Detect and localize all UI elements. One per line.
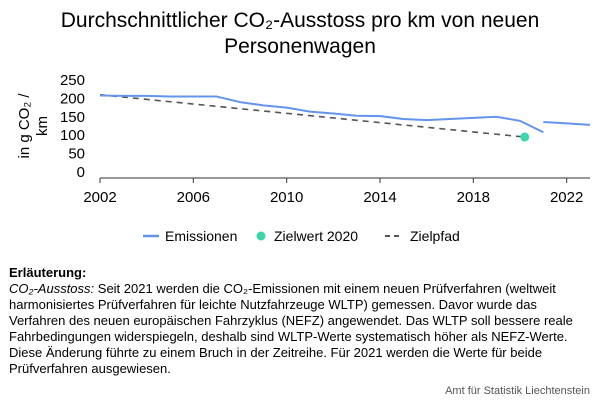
source-credit: Amt für Statistik Liechtenstein: [445, 385, 590, 397]
chart-title: Durchschnittlicher CO₂-Ausstoss pro km v…: [0, 8, 600, 60]
series-zielpfad-line: [99, 93, 525, 138]
y-axis-label-line-1: in g CO₂ /: [16, 93, 33, 159]
legend-zielpfad-label[interactable]: Zielpfad: [410, 228, 460, 244]
note-heading: Erläuterung:: [9, 265, 87, 280]
zielwert-2020-point[interactable]: [520, 132, 530, 142]
note-body: CO₂-Ausstoss: Seit 2021 werden die CO₂-E…: [9, 281, 594, 377]
x-tick-label: 2022: [550, 189, 583, 206]
note-term: CO₂-Ausstoss:: [9, 281, 95, 296]
chart-title-line-1: Durchschnittlicher CO₂-Ausstoss pro km v…: [60, 9, 540, 32]
x-tick-label: 2002: [83, 189, 116, 206]
y-tick-label: 100: [60, 127, 85, 144]
explanation-note: Erläuterung: CO₂-Ausstoss: Seit 2021 wer…: [9, 265, 594, 377]
note-text: Seit 2021 werden die CO₂-Emissionen mit …: [9, 281, 573, 376]
series-emissionen-line-2: [543, 120, 591, 126]
chart-title-line-2: Personenwagen: [224, 35, 376, 58]
legend: Emissionen Zielwert 2020 Zielpfad: [143, 228, 460, 244]
legend-emissionen-label[interactable]: Emissionen: [165, 228, 237, 244]
x-tick-labels: 2002 2006 2010 2014 2018 2022: [83, 178, 583, 206]
y-axis-label-line-2: km: [34, 116, 51, 136]
series-emissionen-line-1: [99, 94, 544, 134]
y-tick-label: 50: [68, 146, 85, 163]
legend-zielwert-label[interactable]: Zielwert 2020: [274, 228, 358, 244]
x-tick-label: 2010: [270, 189, 303, 206]
y-tick-label: 0: [77, 164, 85, 181]
y-tick-label: 200: [60, 90, 85, 107]
legend-zielwert-swatch: [256, 231, 266, 241]
y-axis-label: in g CO₂ / km: [16, 93, 51, 159]
y-tick-label: 250: [60, 72, 85, 89]
series-layer: [99, 93, 591, 142]
x-tick-label: 2014: [363, 189, 396, 206]
x-tick-label: 2006: [177, 189, 210, 206]
x-tick-label: 2018: [457, 189, 490, 206]
y-tick-label: 150: [60, 109, 85, 126]
